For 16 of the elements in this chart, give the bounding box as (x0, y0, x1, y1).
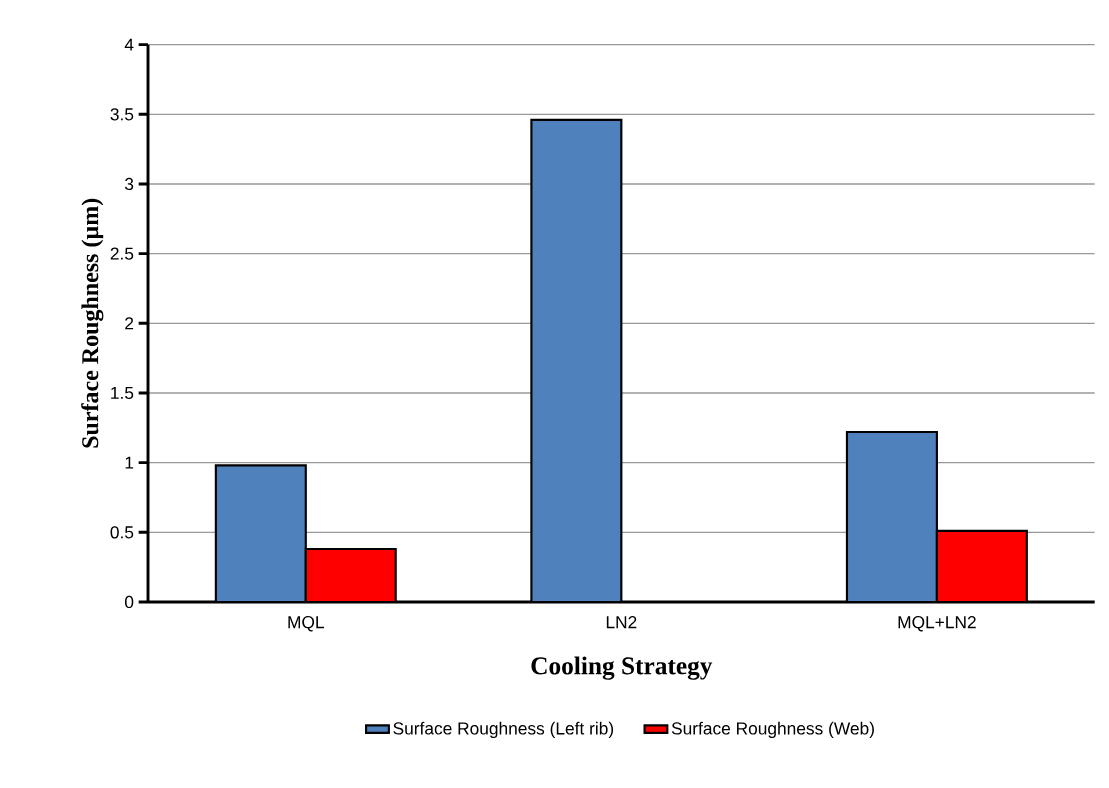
legend-label: Surface Roughness (Left rib) (393, 721, 614, 738)
y-tick-label: 0.5 (110, 526, 134, 539)
y-tick-label: 0 (124, 595, 134, 609)
x-tick-label: MQL (288, 616, 324, 632)
x-tick-label: LN2 (606, 616, 637, 629)
y-tick-label: 3.5 (110, 108, 134, 121)
y-axis-title: Surface Roughness (µm) (81, 198, 104, 448)
y-tick-label: 2 (125, 317, 134, 330)
x-axis-title: Cooling Strategy (531, 656, 713, 680)
legend-label: Surface Roughness (Web) (671, 721, 874, 738)
y-tick-label: 4 (124, 38, 134, 51)
y-tick-label: 2.5 (110, 247, 134, 260)
y-tick-label: 1 (125, 456, 134, 469)
x-tick-label: MQL+LN2 (898, 616, 976, 632)
y-tick-label: 1.5 (111, 386, 134, 400)
y-tick-label: 3 (124, 177, 134, 191)
